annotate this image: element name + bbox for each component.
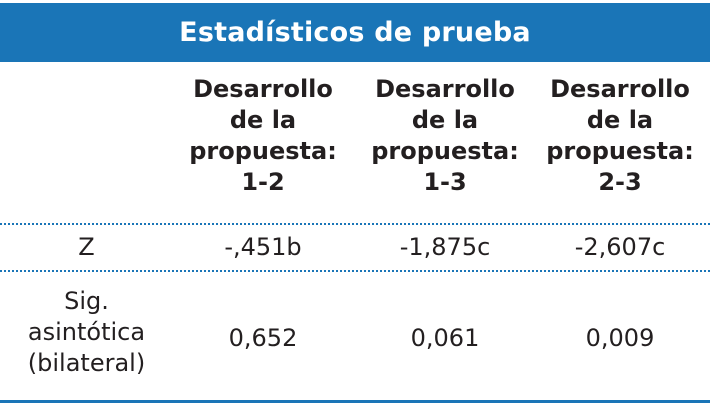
table-title: Estadísticos de prueba [179,17,531,48]
column-header-line: de la [411,106,479,134]
row-label-line: (bilateral) [27,349,146,377]
column-header-line: de la [586,106,654,134]
table-bottom-rule [0,400,710,403]
column-header-line: Desarrollo [193,75,333,103]
row-divider [0,270,710,272]
column-header-line: propuesta: [546,137,694,165]
row-label-line: asintótica [27,318,146,346]
column-header-line: propuesta: [189,137,337,165]
table-header-row: Desarrollo de la propuesta: 1-2 Desarrol… [0,62,710,222]
cell-value: 0,652 [228,324,298,352]
row-divider [0,223,710,225]
column-header-2-3: Desarrollo de la propuesta: 2-3 [530,74,710,198]
cell-value: 0,061 [410,324,480,352]
cell-value: -2,607c [574,233,666,261]
table-row-significance: Sig. asintótica (bilateral) 0,652 0,061 … [0,272,710,400]
column-header-line: 1-2 [241,168,285,196]
row-label-significance: Sig. asintótica (bilateral) [0,286,173,379]
column-header-line: Desarrollo [550,75,690,103]
cell-value: -,451b [224,233,302,261]
column-header-line: propuesta: [371,137,519,165]
table-row-z: Z -,451b -1,875c -2,607c [0,226,710,270]
column-header-1-2: Desarrollo de la propuesta: 1-2 [173,74,353,198]
column-header-line: 2-3 [598,168,642,196]
column-header-1-3: Desarrollo de la propuesta: 1-3 [355,74,535,198]
column-header-line: Desarrollo [375,75,515,103]
column-header-line: 1-3 [423,168,467,196]
column-header-line: de la [229,106,297,134]
table-title-bar: Estadísticos de prueba [0,3,710,62]
row-label-line: Sig. [64,287,109,315]
cell-value: 0,009 [585,324,655,352]
row-label-z: Z [78,233,95,261]
cell-value: -1,875c [399,233,491,261]
